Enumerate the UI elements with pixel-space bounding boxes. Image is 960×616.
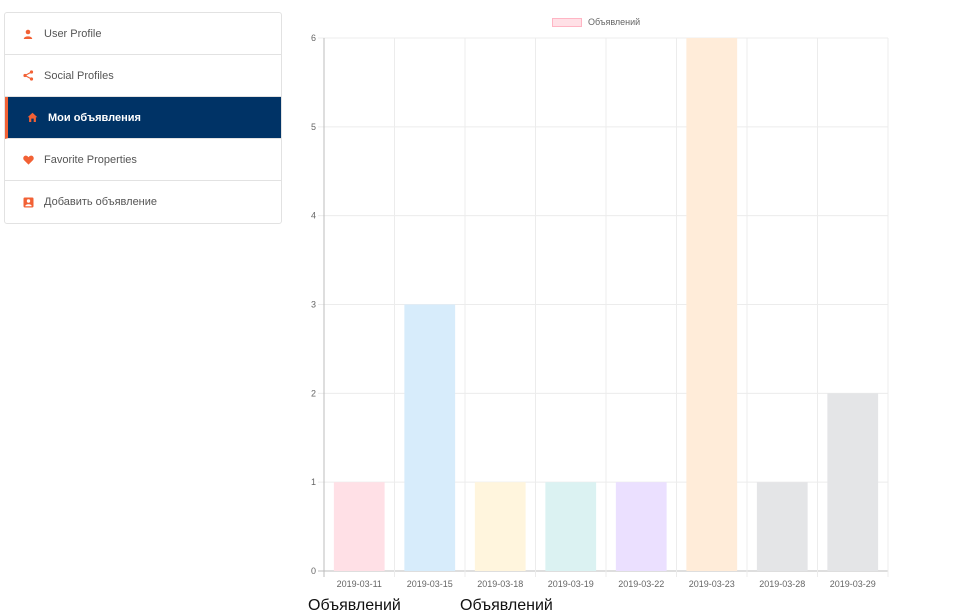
share-icon <box>21 69 35 83</box>
heart-icon <box>21 153 35 167</box>
footer-label-2: Объявлений <box>460 597 553 614</box>
chart-bar <box>686 38 738 571</box>
sidebar-item-favorite-properties[interactable]: Favorite Properties <box>5 139 281 181</box>
chart-bar <box>333 482 385 571</box>
sidebar-item-label: Social Profiles <box>44 69 114 82</box>
x-tick-label: 2019-03-15 <box>407 579 453 589</box>
sidebar-item-social-profiles[interactable]: Social Profiles <box>5 55 281 97</box>
sidebar-item-label: Мои объявления <box>48 111 141 124</box>
chart-bar <box>756 482 808 571</box>
y-tick-label: 4 <box>311 211 316 221</box>
chart-bar <box>404 304 456 571</box>
y-tick-label: 2 <box>311 388 316 398</box>
home-icon <box>25 111 39 125</box>
sidebar-item-user-profile[interactable]: User Profile <box>5 13 281 55</box>
sidebar-item-label: User Profile <box>44 27 102 40</box>
x-tick-label: 2019-03-22 <box>618 579 664 589</box>
chart-bars <box>333 38 879 571</box>
y-tick-label: 1 <box>311 477 316 487</box>
sidebar-item-add-listing[interactable]: Добавить объявление <box>5 181 281 223</box>
chart-bar <box>545 482 597 571</box>
profile-sidebar: User Profile Social Profiles Мои объявле… <box>4 12 282 224</box>
y-tick-label: 6 <box>311 33 316 43</box>
legend-swatch <box>552 17 582 27</box>
x-tick-label: 2019-03-18 <box>477 579 523 589</box>
footer-label-1: Объявлений <box>308 597 401 614</box>
x-tick-label: 2019-03-29 <box>830 579 876 589</box>
chart-bar <box>827 393 879 571</box>
user-icon <box>21 27 35 41</box>
chart-bar <box>474 482 526 571</box>
sidebar-item-label: Добавить объявление <box>44 196 158 208</box>
x-axis-ticks: 2019-03-11 2019-03-15 2019-03-18 2019-03-19… <box>337 579 876 589</box>
y-axis-ticks: 0 1 2 3 4 5 6 <box>311 33 316 576</box>
chart-grid <box>318 37 889 577</box>
x-tick-label: 2019-03-23 <box>689 579 735 589</box>
x-tick-label: 2019-03-28 <box>759 579 805 589</box>
sidebar-item-label: Favorite Properties <box>44 153 137 166</box>
add-listing-icon <box>21 195 35 209</box>
y-tick-label: 0 <box>311 566 316 576</box>
legend-label: Объявлений <box>588 17 641 27</box>
x-tick-label: 2019-03-11 <box>337 579 382 589</box>
chart-bar <box>615 482 667 571</box>
x-tick-label: 2019-03-19 <box>548 579 594 589</box>
y-tick-label: 3 <box>311 300 316 310</box>
y-tick-label: 5 <box>311 122 316 132</box>
sidebar-item-my-listings[interactable]: Мои объявления <box>5 97 281 139</box>
chart-legend[interactable]: Объявлений <box>552 17 640 27</box>
